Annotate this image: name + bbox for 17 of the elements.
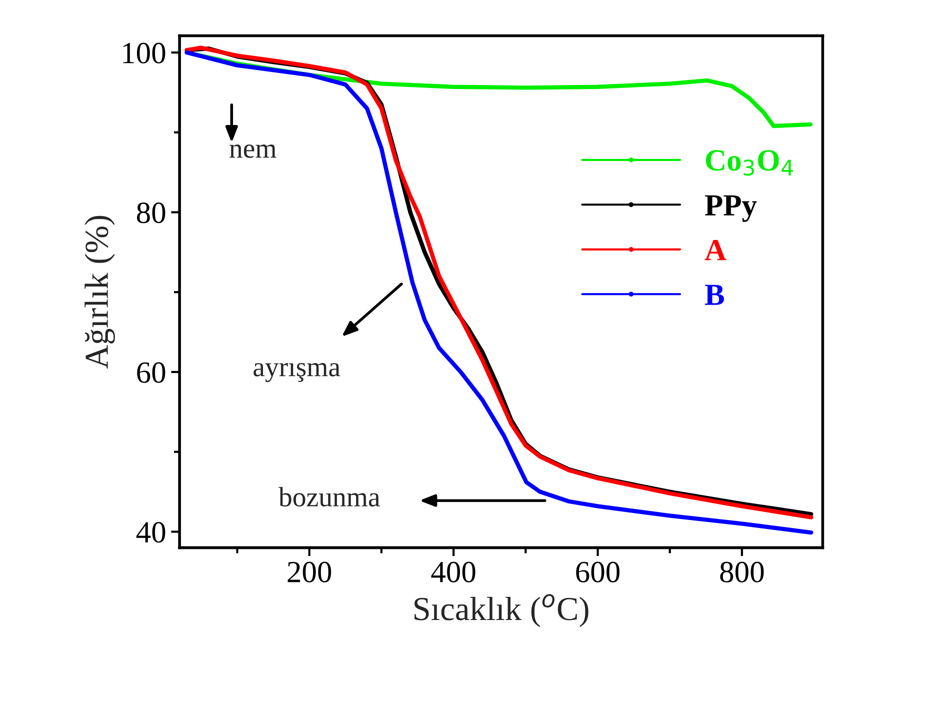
y-tick-label: 80 — [136, 202, 166, 224]
x-tick-label: 600 — [576, 562, 620, 582]
x-tick-label: 200 — [288, 562, 332, 582]
x-axis-title: Sıcaklık ($^{o}$C) — [414, 594, 588, 628]
legend-label: PPy — [704, 195, 757, 222]
legend-label: A — [704, 240, 726, 260]
x-tick-label: 400 — [431, 562, 476, 582]
annotation: ayrışma — [254, 363, 340, 382]
y-axis-title: Ağırlık (%) — [84, 216, 115, 369]
annotation: bozunma — [278, 486, 380, 507]
x-tick-label: 800 — [720, 562, 764, 582]
annotation: nem — [230, 144, 276, 158]
y-tick-label: 60 — [137, 362, 166, 383]
y-tick-label: 100 — [123, 42, 166, 64]
y-tick-label: 40 — [136, 522, 166, 543]
legend-label: Co$_{3}$O$_{4}$ — [706, 150, 793, 176]
legend-label: B — [704, 284, 724, 305]
